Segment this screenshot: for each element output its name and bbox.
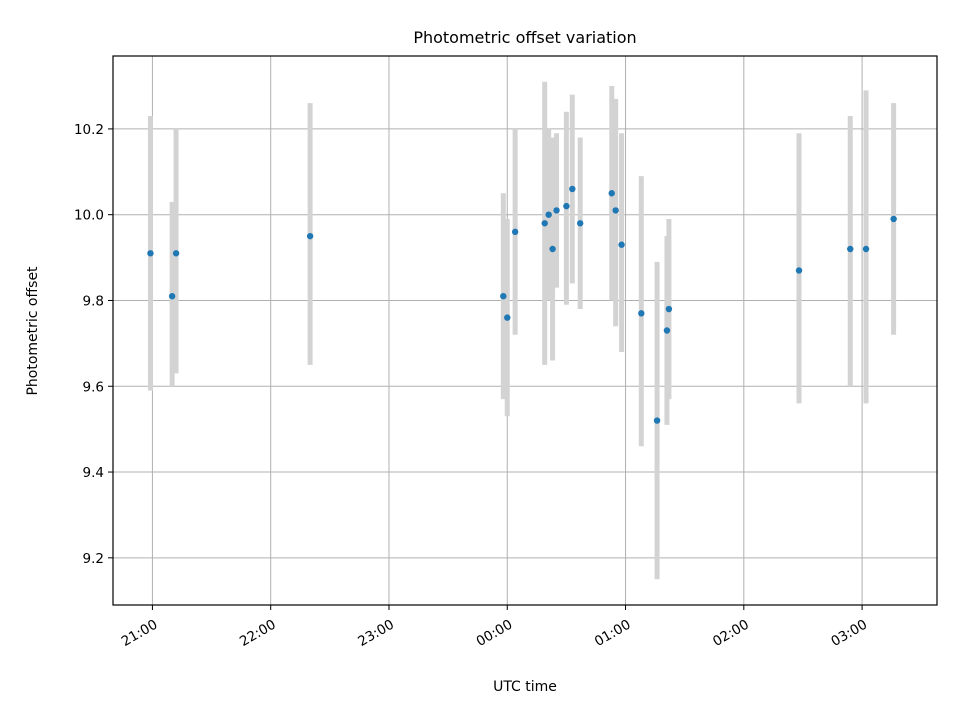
y-tick-label: 9.6 [83,379,104,395]
x-tick-label: 00:00 [474,617,516,650]
x-tick-label: 23:00 [355,617,397,650]
y-tick-label: 10.0 [74,208,104,224]
y-tick-label: 10.2 [74,122,104,138]
data-point [618,241,625,248]
x-tick-label: 03:00 [828,617,870,650]
chart-title: Photometric offset variation [413,28,636,47]
data-point [890,215,897,223]
data-point [563,202,570,210]
data-point [306,232,314,240]
y-tick-label: 9.2 [83,551,104,567]
data-point [553,207,560,214]
y-axis-label: Photometric offset [25,266,41,396]
y-tick-label: 9.4 [83,465,104,481]
y-axis-ticks: 9.2 9.4 9.6 9.8 10.0 10.2 [74,122,113,567]
x-axis-label: UTC time [493,679,557,695]
data-point [511,228,519,236]
data-point [500,292,507,300]
data-point [147,250,154,257]
data-point [541,220,548,227]
x-tick-label: 21:00 [119,617,161,650]
data-point [847,245,854,253]
data-point [612,207,619,214]
x-axis-ticks: 21:00 22:00 23:00 00:00 01:00 02:00 03:00 [119,605,870,650]
data-point [576,220,584,227]
data-point [795,267,803,274]
x-tick-label: 22:00 [237,617,279,650]
data-point [168,292,176,300]
data-point [172,250,180,257]
x-tick-label: 02:00 [710,617,752,650]
data-point [549,245,556,253]
error-bars [147,81,897,580]
data-point [653,417,661,424]
data-point [569,185,576,193]
y-tick-label: 9.8 [83,293,104,309]
plot-frame [112,55,938,606]
data-point [862,245,870,253]
data-point [504,314,511,321]
grid-lines [113,56,937,605]
data-point [665,305,673,313]
data-point [545,211,552,218]
data-point [638,310,645,317]
x-tick-label: 01:00 [592,617,634,650]
data-point [608,190,615,197]
data-points [147,185,897,424]
data-point [663,327,671,334]
